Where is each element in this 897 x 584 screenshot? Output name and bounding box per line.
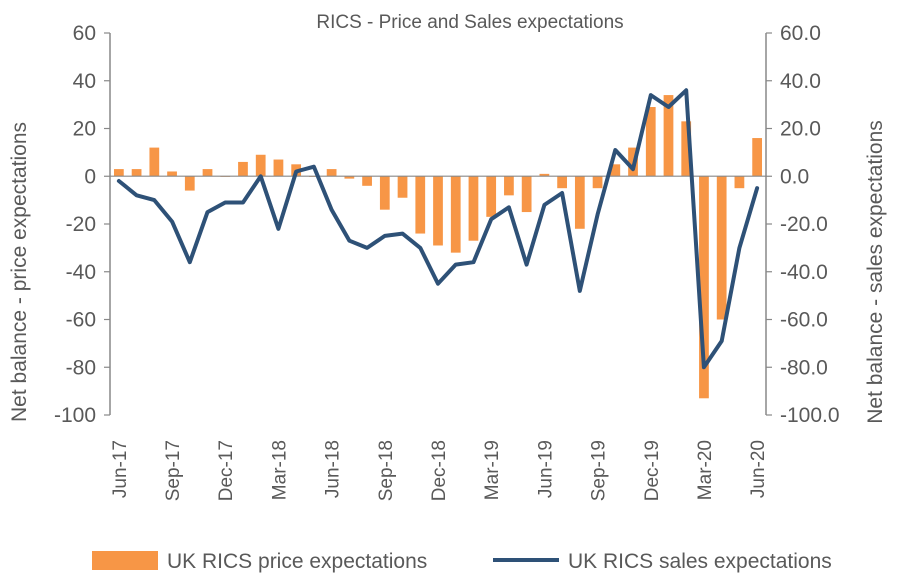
price-bar <box>379 176 390 210</box>
x-tick-label: Mar-20 <box>695 440 716 500</box>
right-tick-label: -60.0 <box>780 309 828 332</box>
x-tick-label: Sep-19 <box>589 440 610 501</box>
left-tick-label: -40 <box>66 261 96 284</box>
legend-price-label: UK RICS price expectations <box>167 550 427 573</box>
price-bars <box>113 95 763 399</box>
price-bar <box>238 161 248 177</box>
left-tick-label: -100 <box>54 404 96 427</box>
right-tick-label: -80.0 <box>780 356 828 379</box>
price-bar <box>716 176 727 320</box>
price-bar <box>504 176 514 196</box>
price-bar <box>681 121 692 177</box>
left-tick-label: -80 <box>66 356 96 379</box>
price-bar <box>574 176 585 229</box>
price-bar <box>521 176 532 213</box>
x-tick-label: Dec-18 <box>429 440 450 501</box>
left-axis-ticks: 60 40 20 0 -20 -40 -60 -80 -100 <box>54 22 110 427</box>
price-bar <box>610 164 621 177</box>
x-tick-label: Sep-17 <box>163 440 184 501</box>
right-tick-label: 60.0 <box>780 22 821 45</box>
x-tick-label: Mar-18 <box>269 440 290 500</box>
left-tick-label: 60 <box>73 22 96 45</box>
left-tick-label: 20 <box>73 118 96 141</box>
price-bar <box>273 159 284 177</box>
right-tick-label: 20.0 <box>780 118 821 141</box>
price-bar <box>557 176 567 189</box>
price-bar <box>486 176 497 217</box>
right-tick-label: 40.0 <box>780 70 821 93</box>
x-tick-label: Sep-18 <box>376 440 397 501</box>
price-bar <box>592 176 603 189</box>
price-bar <box>202 169 213 177</box>
legend: UK RICS price expectations UK RICS sales… <box>92 550 832 573</box>
price-bar <box>131 169 142 177</box>
price-bar <box>362 176 372 186</box>
chart-title: RICS - Price and Sales expectations <box>316 12 623 33</box>
price-bar <box>326 169 337 177</box>
price-bar <box>539 173 550 177</box>
price-bar <box>184 176 195 191</box>
right-axis-label: Net balance - sales expectations <box>864 120 887 424</box>
price-bar <box>397 176 408 198</box>
x-axis-tick-labels: Jun-17 Sep-17 Dec-17 Mar-18 Jun-18 Sep-18 Dec-… <box>110 440 769 501</box>
price-bar <box>433 176 443 246</box>
right-tick-label: 0.0 <box>780 165 809 188</box>
x-tick-label: Dec-17 <box>216 440 237 501</box>
left-tick-label: 0 <box>84 165 96 188</box>
x-tick-label: Jun-17 <box>110 440 131 498</box>
left-tick-label: -60 <box>66 309 96 332</box>
price-bar <box>734 176 745 189</box>
sales-line <box>116 88 760 370</box>
legend-sales-label: UK RICS sales expectations <box>568 550 832 573</box>
price-bar <box>450 176 461 253</box>
legend-price-swatch <box>92 551 158 570</box>
right-tick-label: -100.0 <box>780 404 840 427</box>
price-bar <box>255 154 266 177</box>
price-bar <box>468 176 479 241</box>
x-tick-label: Mar-19 <box>482 440 503 500</box>
left-axis-label: Net balance - price expectations <box>8 122 31 422</box>
right-tick-label: -40.0 <box>780 261 828 284</box>
price-bar <box>752 138 763 177</box>
right-tick-label: -20.0 <box>780 213 828 236</box>
x-tick-label: Dec-19 <box>642 440 663 501</box>
x-tick-label: Jun-19 <box>535 440 556 498</box>
price-bar <box>113 169 124 177</box>
right-axis-ticks: 60.0 40.0 20.0 0.0 -20.0 -40.0 -60.0 -80.0 -100.… <box>766 22 840 427</box>
price-bar <box>344 176 355 179</box>
price-bar <box>167 171 177 177</box>
x-tick-label: Jun-20 <box>748 440 769 498</box>
price-bar <box>415 176 426 234</box>
left-tick-label: -20 <box>66 213 96 236</box>
x-tick-label: Jun-18 <box>323 440 344 498</box>
price-bar <box>149 147 160 177</box>
price-bar <box>663 95 674 177</box>
price-bar <box>699 176 709 399</box>
left-tick-label: 40 <box>73 70 96 93</box>
price-bar <box>645 107 656 177</box>
